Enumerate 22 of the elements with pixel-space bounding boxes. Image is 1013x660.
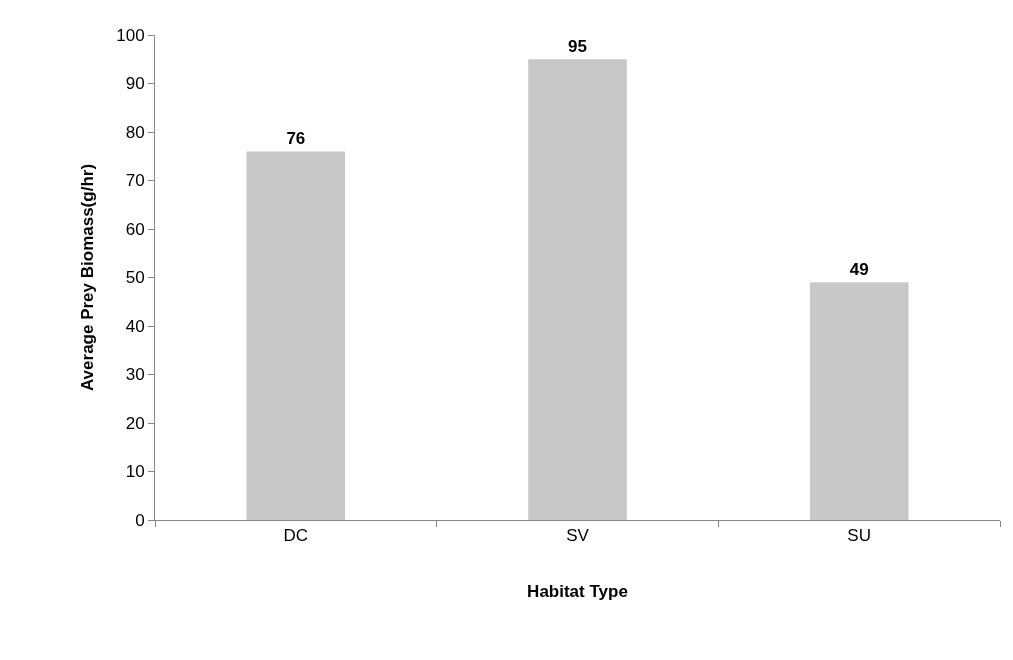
x-tick-label: SV [566, 526, 590, 546]
bar [246, 151, 346, 520]
y-tick-label: 80 [125, 122, 145, 142]
x-tick-label: DC [283, 526, 309, 546]
x-tick-label: SU [847, 526, 871, 546]
y-tick-label: 10 [125, 462, 145, 482]
y-tick-label: 30 [125, 365, 145, 385]
y-tick-label: 40 [125, 316, 145, 336]
y-tick-label: 50 [125, 268, 145, 288]
y-tick-label: 0 [135, 510, 145, 530]
y-tick-label: 90 [125, 74, 145, 94]
y-tick-label: 60 [125, 219, 145, 239]
y-tick-label: 20 [125, 413, 145, 433]
data-label: 76 [286, 129, 306, 149]
bar [528, 59, 627, 520]
data-label: 95 [568, 37, 587, 57]
y-axis-title: Average Prey Biomass(g/hr) [77, 163, 97, 392]
y-tick-label: 70 [125, 171, 145, 191]
y-tick-label: 100 [116, 25, 145, 45]
x-axis-title: Habitat Type [527, 581, 628, 601]
data-label: 49 [849, 260, 869, 280]
bar [809, 282, 909, 520]
